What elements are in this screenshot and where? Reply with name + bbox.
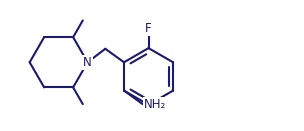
Text: NH₂: NH₂ — [144, 98, 167, 111]
Text: F: F — [145, 22, 152, 35]
Text: N: N — [83, 56, 92, 69]
